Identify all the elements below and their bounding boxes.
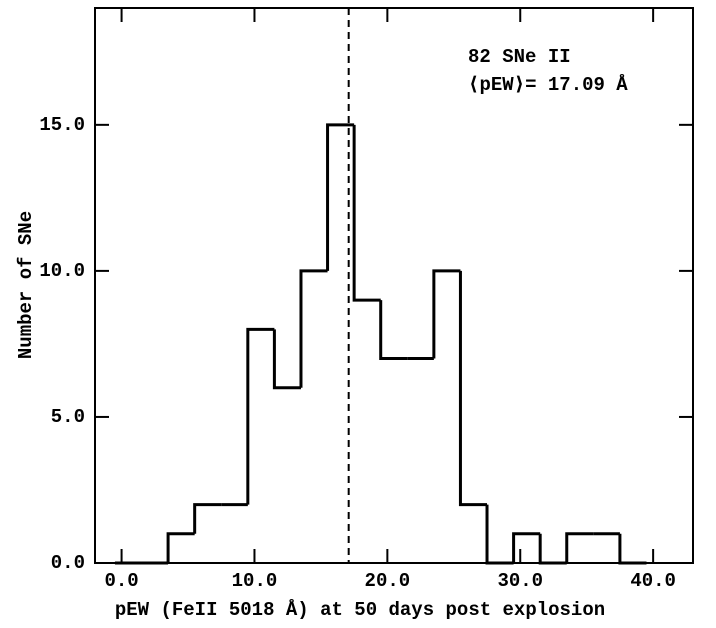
histogram-bar — [485, 504, 514, 565]
annotation: ⟨pEW⟩= 17.09 Å — [468, 74, 628, 96]
histogram-bar — [458, 270, 488, 507]
histogram-bar — [379, 300, 408, 361]
histogram-bar — [618, 533, 647, 565]
x-tick-label: 10.0 — [232, 570, 278, 592]
x-tick-label: 30.0 — [497, 570, 543, 592]
histogram-bar — [538, 533, 567, 565]
y-tick-label: 10.0 — [39, 260, 85, 282]
y-tick-label: 5.0 — [51, 406, 85, 428]
histogram-bar — [512, 532, 541, 563]
y-axis-label: Number of SNe — [15, 211, 37, 359]
y-tick-label: 0.0 — [51, 552, 85, 574]
histogram-bar — [352, 124, 381, 302]
histogram-bar — [166, 532, 195, 563]
x-tick-label: 40.0 — [630, 570, 676, 592]
plot-frame — [94, 7, 694, 564]
x-axis-label: pEW (FeII 5018 Å) at 50 days post explos… — [115, 599, 605, 621]
x-tick-label: 20.0 — [365, 570, 411, 592]
histogram-bar — [299, 269, 328, 388]
histogram-bar — [193, 503, 222, 534]
histogram-bar — [432, 269, 461, 359]
histogram-bar — [565, 532, 594, 563]
histogram-bar — [246, 327, 275, 505]
x-tick-label: 0.0 — [104, 570, 138, 592]
histogram-bar — [272, 329, 301, 390]
y-tick-label: 15.0 — [39, 114, 85, 136]
annotation: 82 SNe II — [468, 46, 571, 68]
histogram-bar — [326, 123, 355, 271]
